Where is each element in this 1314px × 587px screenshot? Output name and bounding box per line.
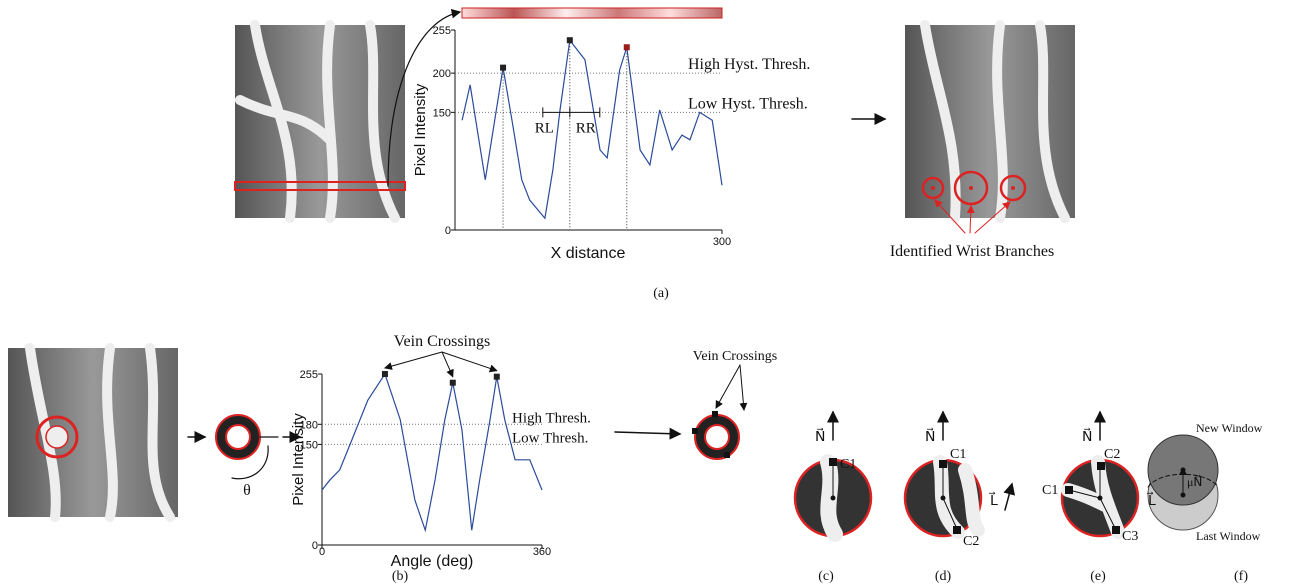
n-vector: N⃗ [1082, 427, 1092, 445]
window-label: New Window [1196, 421, 1263, 435]
x-tick-label: 0 [319, 546, 325, 558]
c-label: C1 [950, 447, 966, 462]
c-label: C3 [1122, 529, 1138, 544]
c-label: C2 [963, 534, 979, 549]
peak-marker [450, 380, 456, 386]
callout-arrow [442, 352, 453, 377]
range-label: RL [535, 120, 554, 136]
crossings-label: Vein Crossings [693, 349, 777, 364]
threshold-label: High Thresh. [512, 410, 591, 426]
y-axis-label: Pixel Intensity [290, 413, 307, 506]
line [322, 374, 542, 530]
x-axis-label: X distance [551, 245, 626, 262]
callout-label: Vein Crossings [394, 333, 490, 350]
callout-arrow [442, 352, 497, 371]
y-tick-label: 150 [433, 107, 451, 119]
threshold-label: Low Hyst. Thresh. [688, 95, 808, 112]
peak-marker [567, 37, 573, 43]
l-vector: L⃗ [1147, 491, 1156, 509]
figure: Identified Wrist Branches θ Vein Crossin… [0, 0, 1314, 587]
branches-label: Identified Wrist Branches [890, 243, 1054, 260]
x-tick-label: 300 [713, 236, 731, 248]
panel-label: (a) [653, 286, 669, 301]
y-axis-label: Pixel Intensity [412, 83, 429, 176]
y-tick-label: 200 [433, 68, 451, 80]
c-label: C1 [840, 457, 856, 472]
x-tick-label: 360 [533, 546, 551, 558]
y-tick-label: 255 [300, 369, 318, 381]
c-label: C2 [1104, 447, 1120, 462]
y-tick-label: 0 [312, 540, 318, 552]
panel-label: (d) [935, 569, 952, 584]
n-vector: N⃗ [815, 427, 825, 445]
peak-marker [624, 44, 630, 50]
y-tick-label: 255 [433, 25, 451, 37]
threshold-label: Low Thresh. [512, 430, 588, 446]
peak-marker [382, 371, 388, 377]
mu-n: μN⃗ [1187, 474, 1202, 489]
peak-marker [500, 65, 506, 71]
panel-label: (b) [392, 569, 409, 584]
images [8, 8, 1218, 536]
panel-label: (e) [1090, 569, 1106, 584]
callout-arrow [385, 352, 442, 368]
threshold-label: High Hyst. Thresh. [688, 56, 810, 73]
range-label: RR [576, 120, 596, 136]
panel-label: (f) [1234, 569, 1248, 584]
theta: θ [243, 482, 251, 499]
panel-label: (c) [818, 569, 834, 584]
range-bracket [543, 107, 600, 117]
x-axis-label: Angle (deg) [391, 553, 474, 570]
n-vector: N⃗ [925, 427, 935, 445]
window-label: Last Window [1196, 529, 1261, 543]
peak-marker [494, 374, 500, 380]
y-tick-label: 0 [445, 225, 451, 237]
l-vector: L⃗ [989, 491, 998, 509]
c-label: C1 [1042, 483, 1058, 498]
